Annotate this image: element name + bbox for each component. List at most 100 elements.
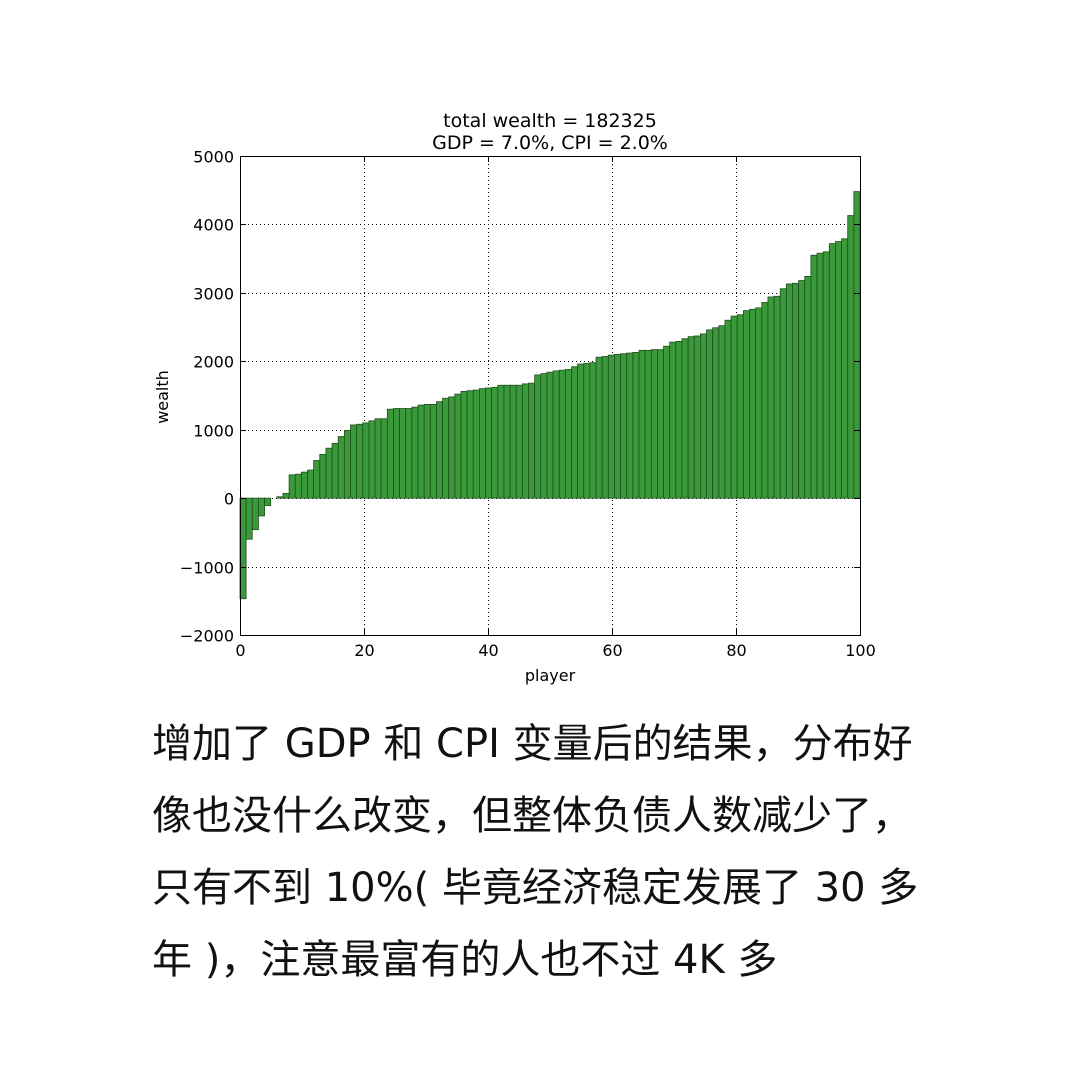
bar-player-4 bbox=[264, 497, 272, 507]
bar-player-64 bbox=[632, 351, 640, 499]
bar-player-88 bbox=[779, 288, 787, 499]
caption-line-1: 增加了 GDP 和 CPI 变量后的结果，分布好 bbox=[152, 721, 913, 767]
x-tick-label-3: 60 bbox=[602, 641, 622, 660]
bar-player-30 bbox=[423, 403, 431, 499]
bar-player-48 bbox=[534, 374, 542, 499]
y-tick-label-4: 2000 bbox=[193, 353, 234, 372]
bar-player-49 bbox=[540, 373, 548, 499]
bar-player-76 bbox=[706, 329, 714, 499]
y-tick-label-0: −2000 bbox=[180, 627, 234, 646]
bar-player-85 bbox=[761, 302, 769, 499]
bar-player-42 bbox=[497, 384, 505, 499]
y-tick-label-1: −1000 bbox=[180, 559, 234, 578]
bar-player-100 bbox=[853, 191, 861, 499]
bar-player-10 bbox=[300, 471, 308, 499]
bar-player-74 bbox=[693, 335, 701, 499]
bar-player-2 bbox=[251, 497, 259, 531]
bar-player-41 bbox=[491, 386, 499, 499]
bar-player-58 bbox=[595, 356, 603, 499]
bar-player-13 bbox=[319, 453, 327, 499]
bar-player-11 bbox=[307, 469, 315, 499]
y-tick-label-5: 3000 bbox=[193, 285, 234, 304]
bar-player-73 bbox=[687, 336, 695, 499]
bar-player-29 bbox=[417, 404, 425, 499]
bar-player-8 bbox=[288, 474, 296, 499]
bar-player-94 bbox=[816, 252, 824, 499]
bar-player-35 bbox=[454, 393, 462, 499]
bar-player-95 bbox=[822, 251, 830, 499]
bar-player-98 bbox=[841, 238, 849, 499]
bar-player-21 bbox=[368, 420, 376, 499]
x-axis-label: player bbox=[525, 666, 576, 685]
bar-player-77 bbox=[712, 327, 720, 499]
bar-player-56 bbox=[583, 362, 591, 499]
bar-player-19 bbox=[356, 423, 364, 499]
bar-player-20 bbox=[362, 422, 370, 499]
bar-player-61 bbox=[614, 354, 622, 499]
caption-text: 增加了 GDP 和 CPI 变量后的结果，分布好 像也没什么改变，但整体负债人数… bbox=[152, 708, 972, 996]
bar-player-96 bbox=[828, 243, 836, 499]
bar-player-63 bbox=[626, 352, 634, 499]
bar-player-32 bbox=[436, 401, 443, 499]
bar-player-47 bbox=[528, 382, 536, 499]
bar-player-45 bbox=[515, 384, 523, 499]
bar-player-71 bbox=[675, 341, 683, 499]
bar-player-25 bbox=[393, 408, 401, 499]
bar-player-97 bbox=[835, 241, 842, 499]
bar-player-15 bbox=[331, 442, 339, 499]
bar-player-53 bbox=[564, 369, 572, 499]
bar-player-69 bbox=[663, 345, 671, 499]
bar-player-84 bbox=[755, 307, 763, 499]
x-tick-label-4: 80 bbox=[726, 641, 746, 660]
bar-player-16 bbox=[337, 436, 345, 499]
bar-player-22 bbox=[374, 418, 382, 499]
bar-player-40 bbox=[485, 387, 493, 499]
bar-player-79 bbox=[724, 319, 732, 499]
bar-player-17 bbox=[343, 429, 351, 499]
bar-player-44 bbox=[509, 384, 517, 499]
bar-player-59 bbox=[601, 356, 609, 499]
bar-player-54 bbox=[571, 366, 579, 499]
bar-player-90 bbox=[792, 282, 800, 499]
bar-player-91 bbox=[798, 280, 806, 499]
bar-player-62 bbox=[620, 353, 628, 499]
bar-player-12 bbox=[313, 460, 321, 499]
y-tick-label-7: 5000 bbox=[193, 148, 234, 167]
chart-title: total wealth = 182325 bbox=[443, 110, 657, 132]
bar-player-28 bbox=[411, 406, 419, 499]
x-tick-label-0: 0 bbox=[235, 641, 245, 660]
bar-player-24 bbox=[386, 408, 394, 499]
wealth-bar-chart: total wealth = 182325 GDP = 7.0%, CPI = … bbox=[153, 110, 876, 685]
bar-player-82 bbox=[742, 310, 750, 499]
bar-player-39 bbox=[479, 388, 486, 499]
bar-player-34 bbox=[448, 396, 456, 499]
bar-player-27 bbox=[405, 408, 413, 499]
bar-player-14 bbox=[325, 447, 333, 499]
bar-player-1 bbox=[245, 497, 253, 540]
bar-player-92 bbox=[804, 276, 812, 499]
chart-subtitle: GDP = 7.0%, CPI = 2.0% bbox=[432, 132, 668, 154]
bar-player-50 bbox=[546, 371, 554, 499]
bar-player-93 bbox=[810, 254, 818, 499]
bar-player-86 bbox=[767, 296, 775, 499]
bar-player-70 bbox=[669, 341, 677, 499]
caption-line-2: 像也没什么改变，但整体负债人数减少了， bbox=[152, 793, 912, 839]
caption-line-3: 只有不到 10%( 毕竟经济稳定发展了 30 多 bbox=[152, 865, 919, 911]
bar-player-89 bbox=[785, 283, 793, 499]
bar-player-66 bbox=[644, 349, 652, 499]
bar-player-75 bbox=[700, 333, 707, 499]
x-tick-label-5: 100 bbox=[845, 641, 876, 660]
bar-player-57 bbox=[589, 362, 597, 499]
bar-player-9 bbox=[294, 473, 302, 499]
bar-player-67 bbox=[650, 349, 658, 499]
bar-player-81 bbox=[736, 314, 744, 499]
bar-player-83 bbox=[749, 308, 757, 499]
bar-player-87 bbox=[773, 295, 781, 499]
bar-player-99 bbox=[847, 215, 855, 499]
bar-player-52 bbox=[558, 369, 566, 499]
bar-player-65 bbox=[638, 349, 646, 499]
bar-player-3 bbox=[258, 497, 265, 517]
bar-player-31 bbox=[429, 403, 437, 499]
plot-area-frame bbox=[240, 156, 861, 636]
bar-player-51 bbox=[552, 370, 560, 499]
